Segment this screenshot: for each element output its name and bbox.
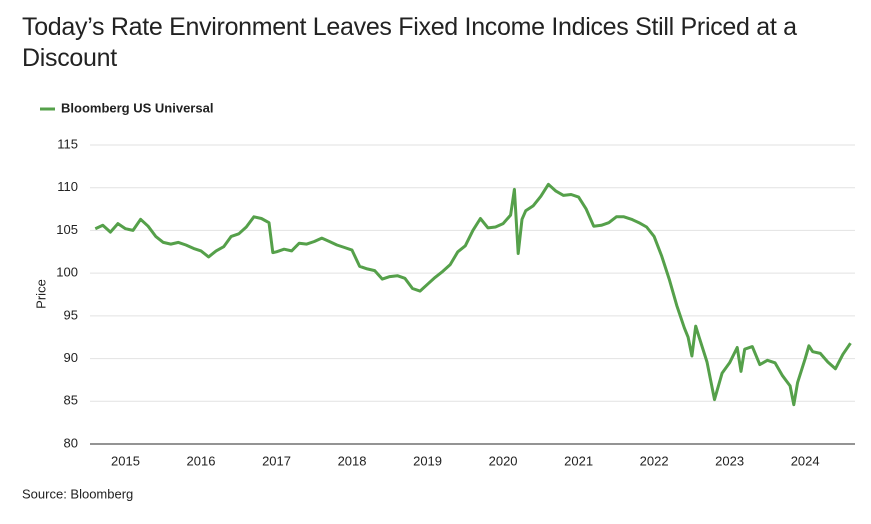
y-axis-label: Price [33, 279, 48, 309]
y-tick-label: 115 [57, 136, 78, 151]
x-tick-label: 2024 [791, 453, 820, 468]
x-tick-label: 2015 [111, 453, 140, 468]
y-tick-label: 100 [56, 265, 78, 280]
y-tick-label: 80 [64, 435, 78, 450]
x-tick-label: 2020 [489, 453, 518, 468]
y-tick-label: 90 [64, 350, 78, 365]
x-tick-label: 2022 [640, 453, 669, 468]
source-note: Source: Bloomberg [22, 486, 133, 501]
x-tick-label: 2023 [715, 453, 744, 468]
legend-label: Bloomberg US Universal [61, 100, 213, 115]
x-tick-label: 2017 [262, 453, 291, 468]
data-line [94, 182, 852, 407]
y-tick-label: 105 [56, 222, 78, 237]
x-tick-label: 2016 [187, 453, 216, 468]
y-tick-label: 110 [57, 179, 78, 194]
chart-title: Today’s Rate Environment Leaves Fixed In… [22, 13, 797, 72]
x-tick-label: 2019 [413, 453, 442, 468]
y-tick-label: 85 [64, 393, 78, 408]
x-tick-label: 2018 [338, 453, 367, 468]
x-tick-label: 2021 [564, 453, 593, 468]
y-tick-label: 95 [64, 307, 78, 322]
